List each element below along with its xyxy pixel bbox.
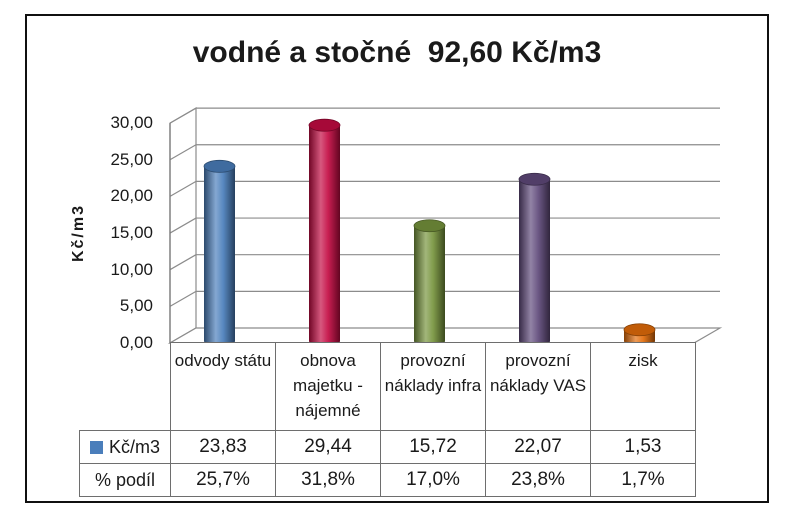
y-tick-label: 20,00 <box>110 186 153 206</box>
category-label: odvody státu <box>170 342 276 431</box>
row-label: Kč/m3 <box>79 430 171 464</box>
y-tick-label: 10,00 <box>110 259 153 279</box>
table-corner-cell <box>80 343 171 431</box>
value-cell: 1,7% <box>590 463 696 497</box>
y-tick-label: 15,00 <box>110 223 153 243</box>
category-label: provozní náklady infra <box>380 342 486 431</box>
chart-title: vodné a stočné 92,60 Kč/m3 <box>192 36 602 69</box>
category-header-row: odvody státu obnova majetku - nájemné prov… <box>80 342 696 431</box>
value-cell: 1,53 <box>590 430 696 464</box>
category-label: obnova majetku - nájemné <box>275 342 381 431</box>
value-cell: 29,44 <box>275 430 381 464</box>
value-cell: 15,72 <box>380 430 486 464</box>
value-cell: 22,07 <box>485 430 591 464</box>
y-tick-label: 0,00 <box>119 333 153 352</box>
value-cell: 17,0% <box>380 463 486 497</box>
y-tick-label: 30,00 <box>110 113 153 133</box>
data-table: odvody státu obnova majetku - nájemné prov… <box>79 342 696 497</box>
value-cell: 31,8% <box>275 463 381 497</box>
table-row: Kč/m3 23,83 29,44 15,72 22,07 1,53 <box>79 430 696 464</box>
table-row: % podíl 25,7% 31,8% 17,0% 23,8% 1,7% <box>79 463 696 497</box>
y-tick-label: 25,00 <box>110 149 153 169</box>
value-cell: 23,83 <box>170 430 276 464</box>
value-cell: 23,8% <box>485 463 591 497</box>
row-label: % podíl <box>79 463 171 497</box>
value-cell: 25,7% <box>170 463 276 497</box>
category-label: zisk <box>590 342 696 431</box>
category-label: provozní náklady VAS <box>485 342 591 431</box>
legend-key-icon <box>89 440 103 454</box>
y-tick-label: 5,00 <box>119 296 153 316</box>
